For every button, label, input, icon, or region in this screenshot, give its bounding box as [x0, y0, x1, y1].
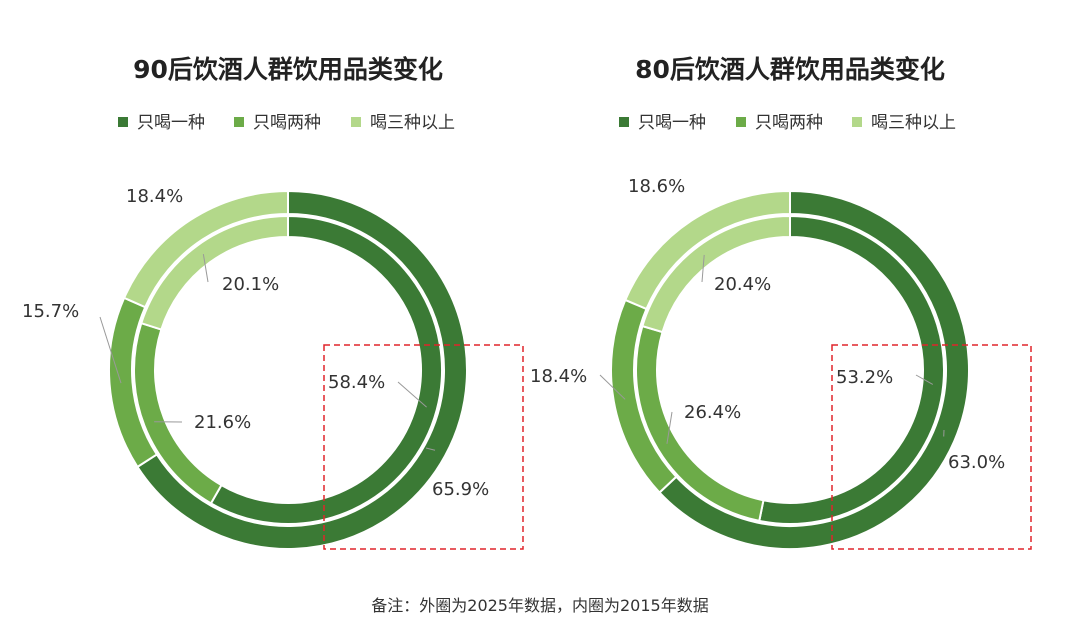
legend-swatch-three-plus [351, 117, 361, 127]
legend-swatch-three-plus [852, 117, 862, 127]
outer-ring-slice-three-plus [122, 189, 289, 309]
outer-data-label-two: 15.7% [22, 301, 79, 322]
outer-data-label-single: 65.9% [432, 479, 489, 500]
inner-data-label-three-plus: 20.1% [222, 274, 279, 295]
inner-leader-line-three-plus [202, 254, 209, 283]
legend-label-two: 只喝两种 [253, 113, 321, 133]
chart-title-left: 90后饮酒人群饮用品类变化 [133, 55, 443, 84]
inner-leader-line-three-plus [701, 254, 705, 283]
inner-data-label-single: 53.2% [836, 367, 893, 388]
outer-data-label-three-plus: 18.6% [628, 176, 685, 197]
highlight-box-right [831, 344, 1032, 550]
legend-label-single: 只喝一种 [638, 113, 706, 133]
legend-right: 只喝一种 只喝两种 喝三种以上 [619, 113, 956, 133]
inner-leader-line-single [915, 374, 934, 385]
legend-label-three-plus: 喝三种以上 [370, 113, 455, 133]
inner-ring-slice-three-plus [641, 214, 791, 334]
outer-leader-line-two [99, 316, 122, 384]
outer-data-label-single: 63.0% [948, 452, 1005, 473]
legend-swatch-single [619, 117, 629, 127]
inner-leader-line-single [397, 381, 427, 408]
inner-data-label-single: 58.4% [328, 372, 385, 393]
legend-left: 只喝一种 只喝两种 喝三种以上 [118, 113, 455, 133]
donut-right: 63.0% 18.4% 18.6% 53.2% 26.4% 20.4% [530, 176, 1005, 550]
inner-data-label-two: 26.4% [684, 402, 741, 423]
highlight-box-left [323, 344, 524, 550]
legend-label-two: 只喝两种 [755, 113, 823, 133]
chart-title-right: 80后饮酒人群饮用品类变化 [635, 55, 945, 84]
legend-swatch-two [234, 117, 244, 127]
outer-data-label-two: 18.4% [530, 366, 587, 387]
inner-leader-line-two [666, 411, 673, 444]
legend-swatch-single [118, 117, 128, 127]
inner-ring-slice-two [635, 324, 765, 523]
outer-leader-line-single [425, 447, 436, 451]
inner-data-label-three-plus: 20.4% [714, 274, 771, 295]
donut-left: 65.9% 15.7% 18.4% 58.4% 21.6% 20.1% [22, 186, 489, 550]
legend-swatch-two [736, 117, 746, 127]
outer-leader-line-two [599, 374, 626, 400]
inner-ring-slice-three-plus [140, 214, 289, 331]
outer-ring-slice-three-plus [623, 189, 791, 311]
footnote: 备注：外圈为2025年数据，内圈为2015年数据 [371, 596, 708, 615]
inner-data-label-two: 21.6% [194, 412, 251, 433]
legend-label-single: 只喝一种 [137, 113, 205, 133]
outer-data-label-three-plus: 18.4% [126, 186, 183, 207]
legend-label-three-plus: 喝三种以上 [871, 113, 956, 133]
